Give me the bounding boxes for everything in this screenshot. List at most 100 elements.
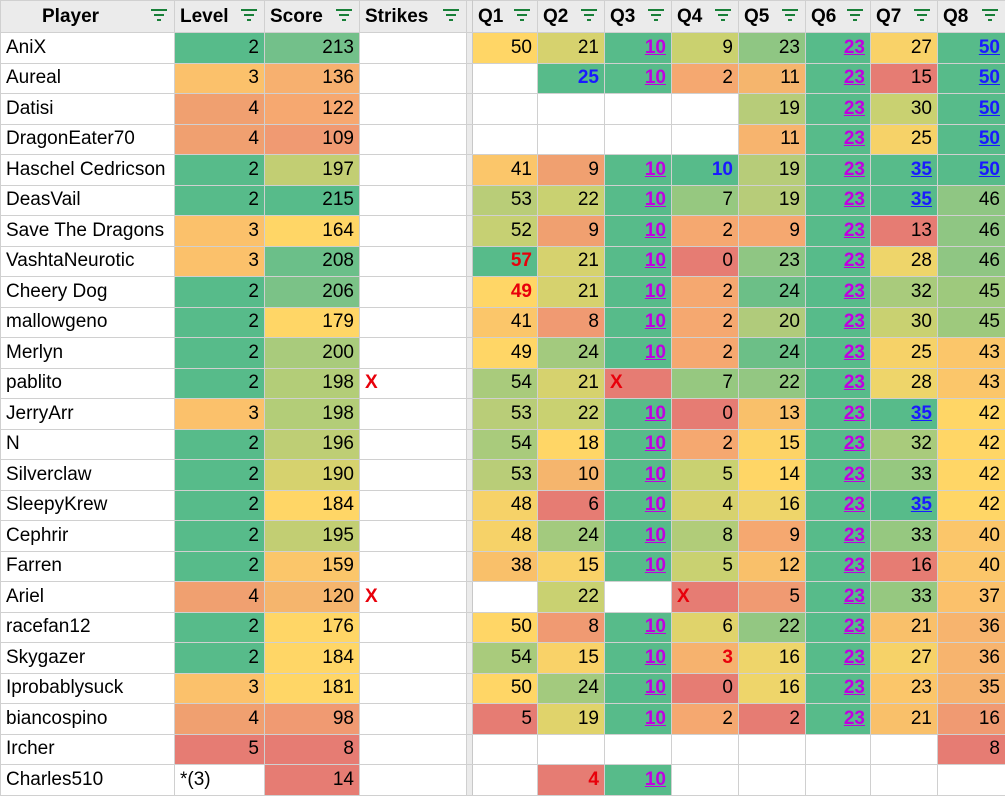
q1-cell[interactable] [472,93,538,125]
q5-cell[interactable]: 20 [738,306,806,338]
filter-icon[interactable] [913,6,931,24]
player-cell[interactable]: AniX [0,32,175,64]
level-cell[interactable]: 2 [174,611,265,643]
q1-cell[interactable]: 53 [472,398,538,430]
q7-cell[interactable]: 33 [870,581,938,613]
column-header-q5[interactable]: Q5 [738,0,806,33]
q6-cell[interactable]: 23 [805,154,871,186]
q5-cell[interactable] [738,764,806,796]
q7-cell[interactable]: 30 [870,306,938,338]
q1-cell[interactable]: 50 [472,672,538,704]
q4-cell[interactable]: 2 [671,337,739,369]
q8-cell[interactable]: 40 [937,550,1005,582]
q6-cell[interactable]: 23 [805,611,871,643]
strikes-cell[interactable] [359,520,467,552]
q3-cell[interactable]: 10 [604,62,672,94]
q4-cell[interactable]: 4 [671,489,739,521]
q3-cell[interactable]: 10 [604,459,672,491]
q6-cell[interactable]: 23 [805,581,871,613]
q8-cell[interactable]: 37 [937,581,1005,613]
q7-cell[interactable]: 25 [870,123,938,155]
q2-cell[interactable]: 9 [537,215,605,247]
q3-cell[interactable]: 10 [604,611,672,643]
strikes-cell[interactable] [359,642,467,674]
q3-cell[interactable]: 10 [604,337,672,369]
q1-cell[interactable] [472,733,538,765]
q6-cell[interactable] [805,764,871,796]
q3-cell[interactable]: 10 [604,520,672,552]
q8-cell[interactable]: 42 [937,489,1005,521]
filter-icon[interactable] [981,6,999,24]
score-cell[interactable]: 198 [264,367,360,399]
player-cell[interactable]: biancospino [0,703,175,735]
column-header-q8[interactable]: Q8 [937,0,1005,33]
q3-cell[interactable]: 10 [604,428,672,460]
q8-cell[interactable]: 50 [937,32,1005,64]
q4-cell[interactable]: 9 [671,32,739,64]
q2-cell[interactable]: 24 [537,520,605,552]
strikes-cell[interactable] [359,93,467,125]
q4-cell[interactable] [671,93,739,125]
q7-cell[interactable]: 15 [870,62,938,94]
q3-cell[interactable] [604,581,672,613]
q6-cell[interactable]: 23 [805,215,871,247]
level-cell[interactable]: 2 [174,306,265,338]
q3-cell[interactable]: 10 [604,154,672,186]
q7-cell[interactable]: 30 [870,93,938,125]
q5-cell[interactable]: 2 [738,703,806,735]
strikes-cell[interactable] [359,62,467,94]
q5-cell[interactable]: 19 [738,184,806,216]
q8-cell[interactable]: 46 [937,184,1005,216]
q7-cell[interactable]: 35 [870,489,938,521]
level-cell[interactable]: 4 [174,123,265,155]
q2-cell[interactable]: 4 [537,764,605,796]
player-cell[interactable]: N [0,428,175,460]
q7-cell[interactable]: 28 [870,367,938,399]
strikes-cell[interactable]: X [359,581,467,613]
q5-cell[interactable] [738,733,806,765]
q5-cell[interactable]: 15 [738,428,806,460]
level-cell[interactable]: 3 [174,398,265,430]
player-cell[interactable]: Save The Dragons [0,215,175,247]
q6-cell[interactable]: 23 [805,32,871,64]
q4-cell[interactable]: 2 [671,276,739,308]
q7-cell[interactable]: 16 [870,550,938,582]
q1-cell[interactable]: 41 [472,154,538,186]
q6-cell[interactable]: 23 [805,428,871,460]
q7-cell[interactable]: 28 [870,245,938,277]
column-header-q6[interactable]: Q6 [805,0,871,33]
q5-cell[interactable]: 11 [738,123,806,155]
strikes-cell[interactable] [359,733,467,765]
q7-cell[interactable] [870,733,938,765]
q8-cell[interactable]: 42 [937,459,1005,491]
q4-cell[interactable]: X [671,581,739,613]
filter-icon[interactable] [714,6,732,24]
q5-cell[interactable]: 14 [738,459,806,491]
q1-cell[interactable]: 54 [472,428,538,460]
player-cell[interactable]: mallowgeno [0,306,175,338]
q4-cell[interactable]: 3 [671,642,739,674]
q2-cell[interactable] [537,123,605,155]
column-header-q3[interactable]: Q3 [604,0,672,33]
strikes-cell[interactable] [359,215,467,247]
level-cell[interactable]: 2 [174,550,265,582]
score-cell[interactable]: 213 [264,32,360,64]
q4-cell[interactable]: 2 [671,215,739,247]
q7-cell[interactable]: 21 [870,703,938,735]
score-cell[interactable]: 98 [264,703,360,735]
q6-cell[interactable]: 23 [805,306,871,338]
q7-cell[interactable] [870,764,938,796]
q6-cell[interactable]: 23 [805,672,871,704]
q3-cell[interactable]: 10 [604,764,672,796]
q4-cell[interactable]: 5 [671,550,739,582]
q4-cell[interactable]: 8 [671,520,739,552]
level-cell[interactable]: 3 [174,245,265,277]
column-header-score[interactable]: Score [264,0,360,33]
strikes-cell[interactable] [359,245,467,277]
score-cell[interactable]: 179 [264,306,360,338]
q1-cell[interactable] [472,123,538,155]
q5-cell[interactable]: 23 [738,32,806,64]
filter-icon[interactable] [781,6,799,24]
player-cell[interactable]: Charles510 [0,764,175,796]
q6-cell[interactable]: 23 [805,520,871,552]
